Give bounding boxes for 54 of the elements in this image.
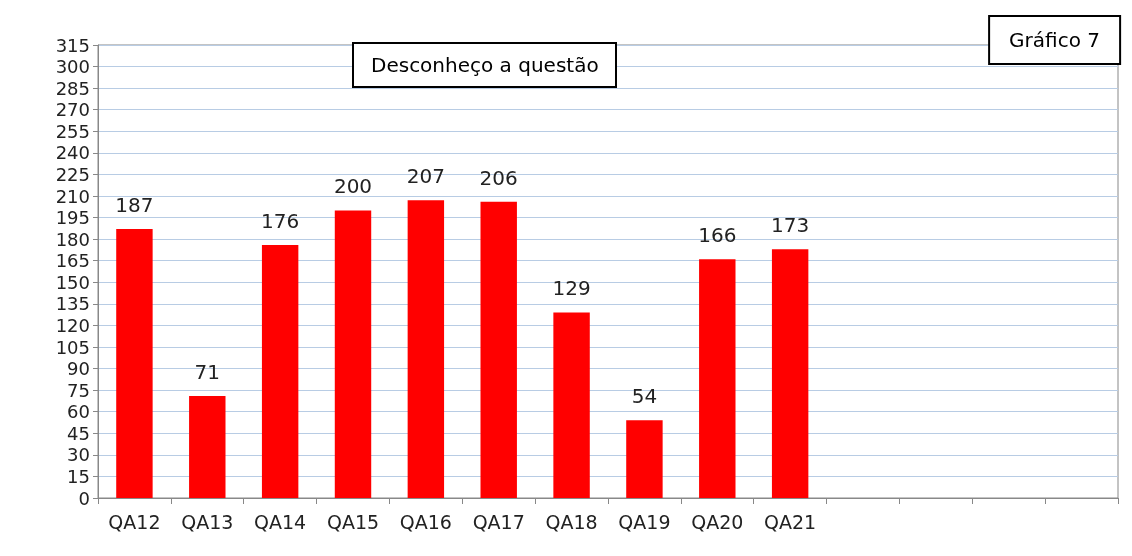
x-tick-label: QA18 <box>545 510 598 533</box>
bar <box>480 201 517 498</box>
data-label: 173 <box>771 213 810 238</box>
bar <box>771 249 809 498</box>
y-tick-label: 225 <box>55 163 90 185</box>
y-tick-label: 135 <box>55 293 90 315</box>
bar <box>553 312 590 498</box>
data-label: 200 <box>333 174 373 199</box>
x-tick-label: QA12 <box>108 510 161 533</box>
y-tick-label: 285 <box>55 77 90 99</box>
x-tick-label: QA13 <box>181 510 234 533</box>
x-tick-label: QA17 <box>472 510 525 533</box>
data-label: 71 <box>194 359 221 384</box>
y-tick-label: 255 <box>55 120 90 142</box>
x-tick-label: QA21 <box>764 510 817 533</box>
y-tick-label: 165 <box>55 250 90 272</box>
x-tick-label: QA14 <box>254 510 307 533</box>
bar <box>699 259 736 498</box>
y-tick-label: 60 <box>67 401 90 423</box>
bar <box>189 395 226 498</box>
y-tick-label: 90 <box>67 358 90 380</box>
x-tick-label: QA15 <box>326 510 380 533</box>
bar <box>334 210 372 498</box>
data-label: 54 <box>631 384 658 409</box>
y-tick-label: 300 <box>55 56 90 78</box>
data-label: 166 <box>698 223 737 248</box>
y-tick-label: 75 <box>67 379 90 401</box>
bar <box>407 200 445 498</box>
y-tick-label: 15 <box>67 465 90 487</box>
y-tick-label: 240 <box>55 142 90 164</box>
data-label: 176 <box>261 208 300 233</box>
y-tick-label: 105 <box>55 336 90 358</box>
y-tick-label: 150 <box>55 271 90 293</box>
x-tick-label: QA16 <box>399 510 452 533</box>
data-label: 206 <box>479 165 518 190</box>
bar <box>626 420 663 498</box>
y-tick-label: 270 <box>55 99 90 121</box>
x-tick-label: QA20 <box>691 510 744 533</box>
data-label: 187 <box>115 193 154 218</box>
chart-title: Desconheço a questão <box>371 53 599 77</box>
y-tick-label: 315 <box>55 34 90 56</box>
y-tick-label: 45 <box>67 422 90 444</box>
bar <box>261 244 299 498</box>
y-tick-label: 30 <box>67 444 90 466</box>
y-tick-label: 195 <box>55 207 90 229</box>
data-label: 207 <box>406 164 445 189</box>
bar <box>116 229 153 498</box>
y-tick-label: 120 <box>55 314 90 336</box>
y-tick-label: 0 <box>78 487 90 509</box>
data-label: 129 <box>552 276 591 301</box>
y-tick-label: 180 <box>55 228 90 250</box>
x-tick-label: QA19 <box>618 510 671 533</box>
annotation: Gráfico 7 <box>1009 28 1100 52</box>
y-tick-label: 210 <box>55 185 90 207</box>
